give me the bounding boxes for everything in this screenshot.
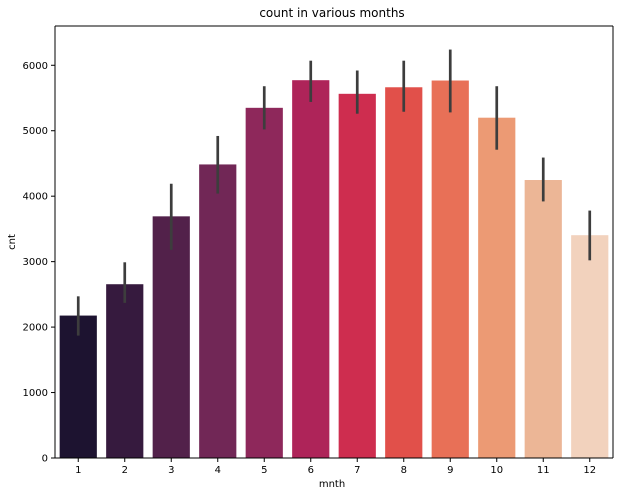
y-tick-label: 0 [42, 454, 48, 465]
x-tick-label: 2 [122, 465, 128, 476]
bar-month-4 [199, 164, 237, 458]
bar-month-12 [571, 235, 609, 458]
x-tick-label: 11 [537, 465, 550, 476]
x-tick-label: 4 [215, 465, 221, 476]
y-tick-label: 5000 [23, 126, 48, 137]
x-tick-label: 9 [447, 465, 453, 476]
y-tick-label: 2000 [23, 323, 48, 334]
chart-title: count in various months [259, 6, 404, 20]
bar-month-6 [292, 80, 330, 459]
y-tick-label: 1000 [23, 388, 48, 399]
x-tick-label: 5 [261, 465, 267, 476]
x-tick-label: 3 [168, 465, 174, 476]
y-tick-label: 4000 [23, 192, 48, 203]
bar-month-2 [106, 284, 144, 458]
bar-month-7 [338, 93, 376, 458]
x-tick-label: 6 [308, 465, 314, 476]
x-tick-label: 12 [583, 465, 596, 476]
y-tick-label: 3000 [23, 257, 48, 268]
y-axis-label: cnt [7, 234, 18, 250]
bar-month-3 [152, 216, 190, 458]
bar-month-9 [431, 80, 469, 459]
bar-month-10 [478, 117, 516, 459]
x-tick-label: 1 [75, 465, 81, 476]
x-tick-label: 8 [401, 465, 407, 476]
y-tick-label: 6000 [23, 61, 48, 72]
x-tick-label: 10 [490, 465, 503, 476]
bar-month-1 [59, 315, 97, 458]
bar-month-11 [524, 180, 562, 459]
bar-month-5 [245, 107, 283, 459]
x-axis-label: mnth [319, 479, 345, 490]
x-tick-label: 7 [354, 465, 360, 476]
bar-month-8 [385, 87, 423, 459]
